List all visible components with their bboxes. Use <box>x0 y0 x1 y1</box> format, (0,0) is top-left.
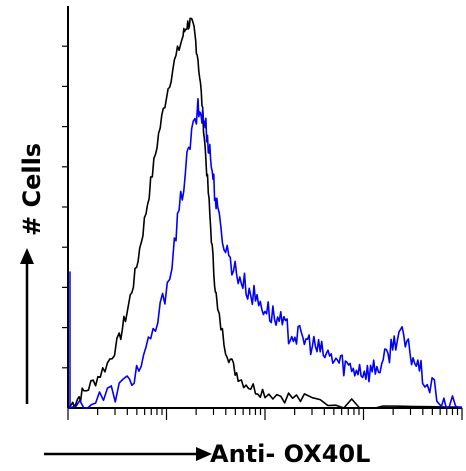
series-layer <box>67 17 463 409</box>
y-axis-arrowhead <box>20 248 34 264</box>
x-axis-label: Anti- OX40L <box>210 440 370 468</box>
x-axis-arrowhead <box>196 447 212 461</box>
y-axis-label: # Cells <box>18 143 46 236</box>
series-line-black <box>67 17 463 409</box>
axis-ticks <box>62 45 463 420</box>
axis-labels: Anti- OX40L # Cells <box>18 143 370 468</box>
series-line-blue <box>67 97 463 409</box>
axes <box>67 6 462 409</box>
